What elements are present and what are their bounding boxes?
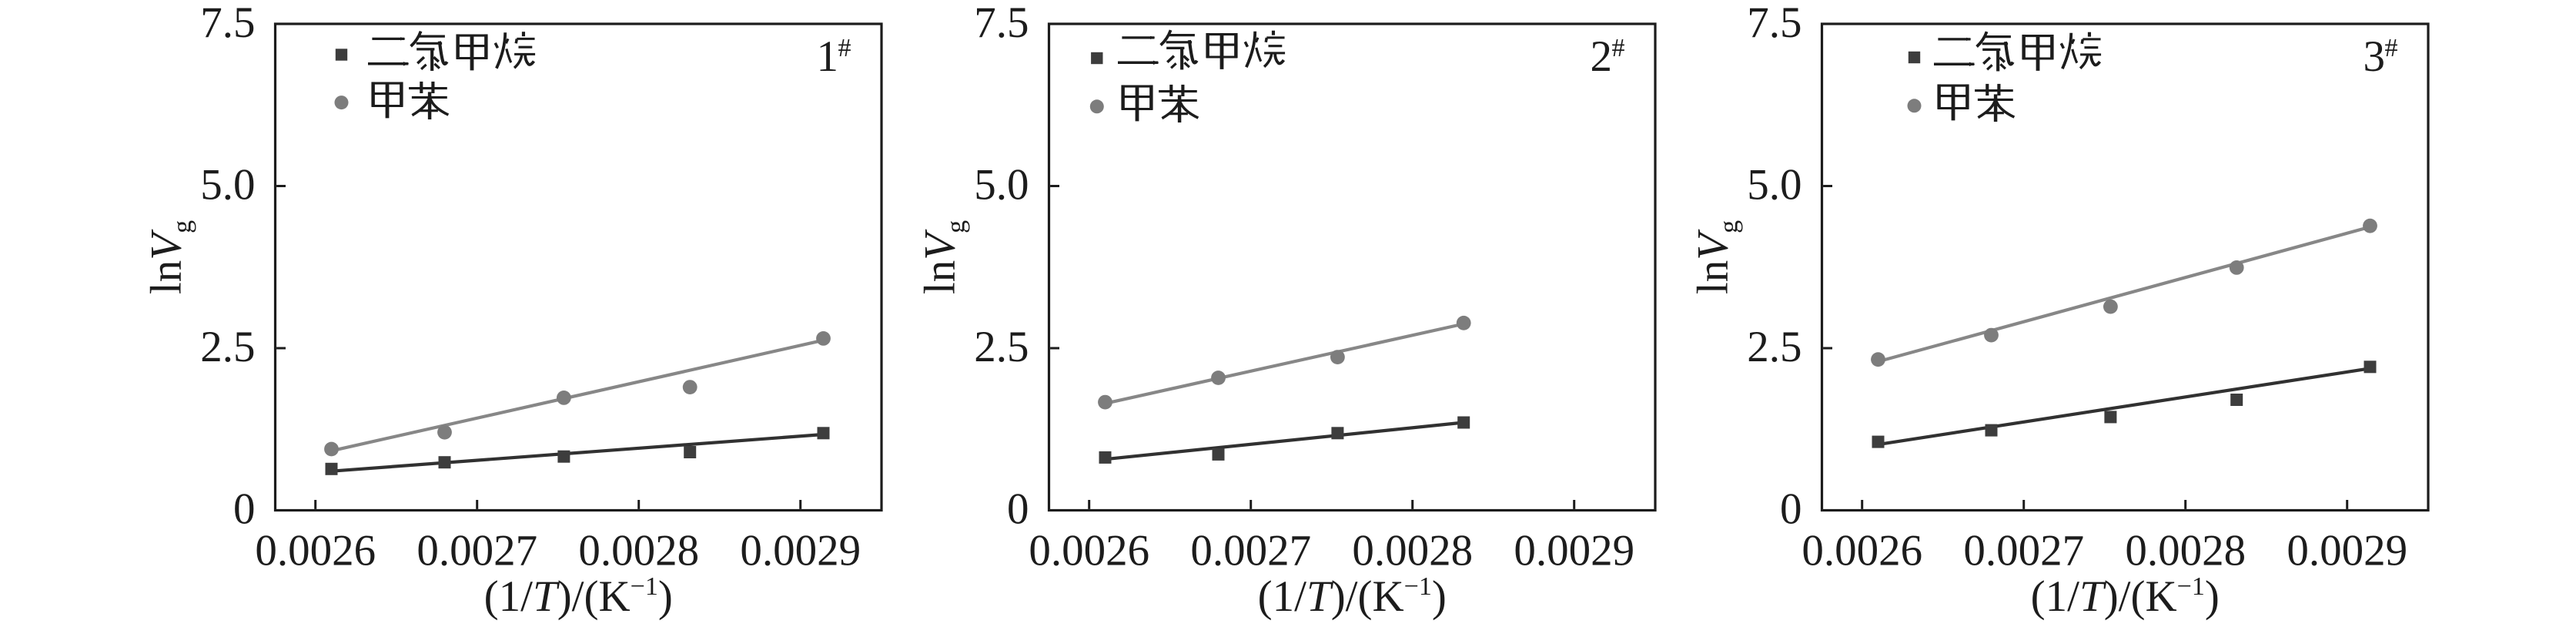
svg-text:3: 3 [2364,32,2386,81]
svg-text:#: # [2385,34,2398,62]
svg-text:1: 1 [817,32,839,81]
svg-text:#: # [838,34,851,62]
svg-text:2: 2 [1591,32,1613,81]
svg-text:#: # [1612,34,1625,62]
